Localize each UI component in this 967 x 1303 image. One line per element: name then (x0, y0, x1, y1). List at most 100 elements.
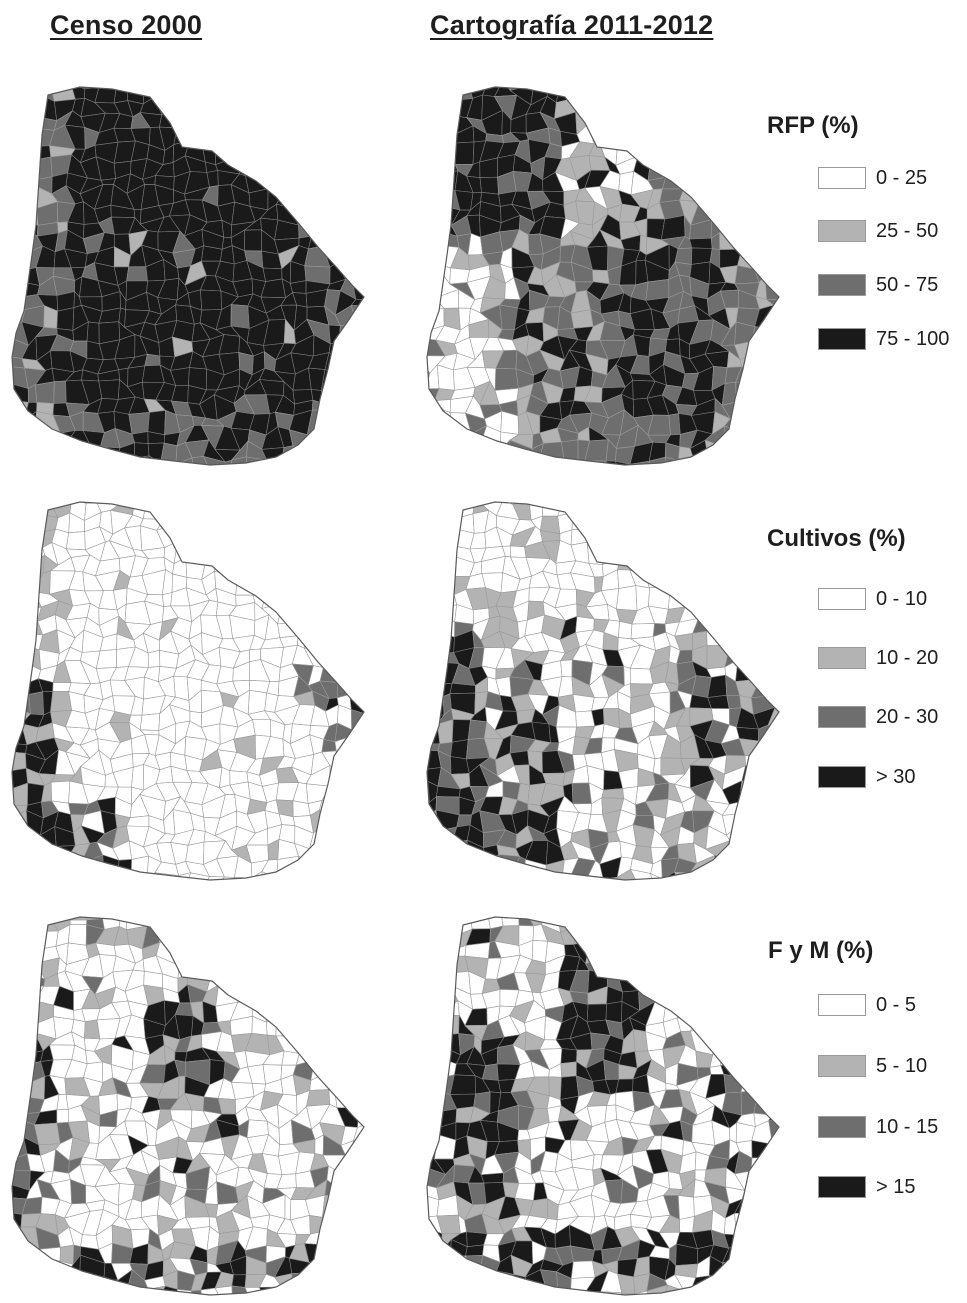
district (675, 558, 697, 575)
district (185, 512, 204, 533)
district (355, 458, 364, 465)
district (452, 87, 471, 91)
district (482, 1291, 497, 1295)
district (754, 230, 770, 252)
district (614, 1292, 636, 1295)
district (617, 510, 641, 533)
district (750, 394, 773, 420)
district (436, 1255, 454, 1278)
district (291, 502, 313, 515)
district (367, 1215, 370, 1230)
district (600, 109, 623, 136)
district (335, 1074, 353, 1101)
district (763, 1062, 779, 1086)
district (280, 108, 297, 134)
district (320, 942, 339, 965)
district (306, 943, 329, 965)
district (602, 917, 625, 932)
district (296, 621, 312, 637)
district (718, 574, 744, 593)
country-outline (11, 501, 365, 881)
district (244, 508, 262, 533)
district (736, 870, 754, 880)
district (740, 502, 760, 517)
district (353, 794, 364, 817)
district (750, 577, 776, 595)
district (157, 917, 179, 928)
district (440, 917, 458, 936)
district (324, 532, 346, 549)
district (766, 599, 779, 620)
district (766, 757, 779, 775)
district (319, 924, 339, 946)
district (214, 545, 241, 562)
district (780, 340, 785, 355)
district (214, 527, 241, 549)
district (740, 233, 759, 250)
district (230, 131, 248, 151)
district (780, 1274, 785, 1290)
district (266, 459, 282, 465)
district (247, 973, 264, 994)
district (739, 455, 760, 465)
district (750, 1049, 771, 1065)
district (569, 875, 590, 880)
district (53, 380, 67, 404)
district (721, 173, 744, 191)
district (721, 159, 744, 175)
district (155, 87, 177, 102)
district (323, 219, 342, 235)
district (174, 917, 193, 927)
district (353, 175, 364, 196)
district (693, 540, 713, 566)
district (328, 502, 340, 521)
district (693, 558, 712, 577)
district (338, 839, 358, 864)
legend-swatch (818, 1116, 866, 1138)
district (479, 445, 502, 461)
district (233, 98, 254, 121)
district (329, 764, 344, 789)
district (784, 295, 785, 310)
district (311, 974, 324, 996)
district (12, 989, 14, 1006)
district (720, 870, 739, 880)
district (427, 956, 442, 976)
district (782, 665, 785, 684)
district (304, 200, 327, 226)
district (784, 570, 785, 593)
district (296, 569, 315, 594)
district (322, 154, 343, 174)
district (763, 1081, 779, 1100)
district (327, 87, 341, 101)
district (766, 615, 779, 641)
district (427, 633, 439, 655)
map-cultivos-censo-2000 (11, 501, 365, 881)
district (753, 587, 772, 611)
district (279, 547, 299, 563)
district (571, 511, 596, 531)
district (12, 264, 26, 283)
district (274, 529, 299, 549)
district (735, 128, 757, 149)
district (292, 179, 313, 193)
district (427, 264, 445, 283)
district (427, 724, 430, 745)
district (354, 244, 364, 271)
legend-item-fym-4: > 15 (818, 1175, 915, 1199)
district (349, 1168, 364, 1183)
district (19, 513, 44, 533)
district (616, 543, 631, 566)
district (261, 585, 286, 609)
district (337, 939, 360, 957)
district (479, 1270, 497, 1294)
district (366, 1169, 370, 1185)
district (599, 133, 623, 145)
district (19, 1257, 43, 1277)
district (19, 125, 42, 147)
district (620, 94, 636, 116)
district (683, 172, 701, 190)
district (249, 917, 269, 920)
district (307, 1029, 329, 1054)
district (67, 924, 87, 946)
